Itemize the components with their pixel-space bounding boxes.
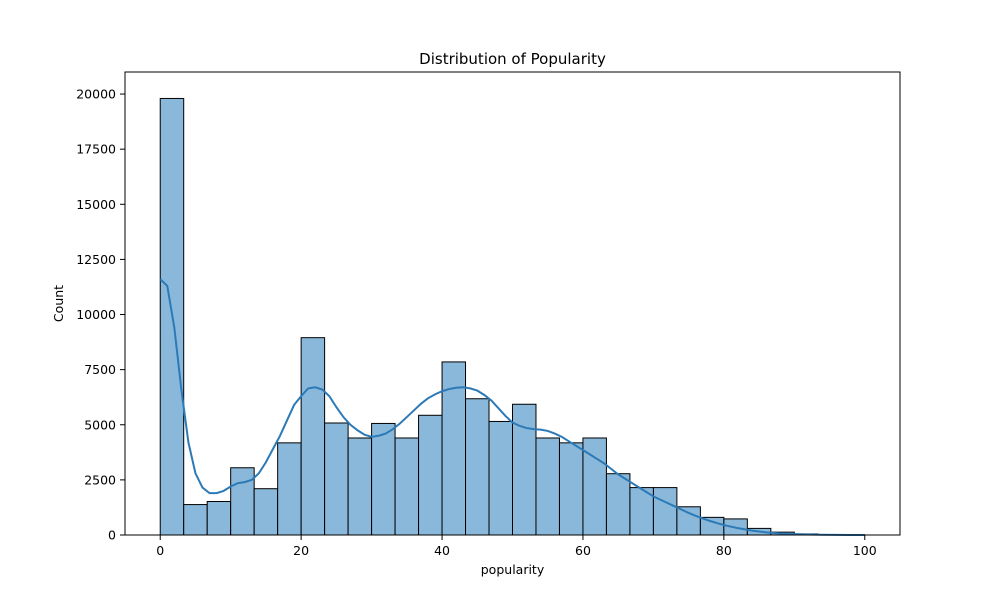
kde-line <box>159 278 865 536</box>
histogram-bar-16 <box>535 437 560 536</box>
histogram-bar-7 <box>324 422 349 536</box>
y-axis-ticks: 0 2500 5000 7500 10000 12500 15000 17500 20000 <box>76 87 125 543</box>
y-tick-label: 5000 <box>84 417 116 432</box>
y-tick-label: 10000 <box>76 307 116 322</box>
x-tick-label: 100 <box>853 543 877 558</box>
x-tick-label: 20 <box>293 543 309 558</box>
y-tick-label: 7500 <box>84 362 116 377</box>
y-tick-label: 12500 <box>76 252 116 267</box>
y-tick-label: 0 <box>108 528 116 543</box>
histogram-bar-14 <box>488 420 513 536</box>
x-tick-label: 60 <box>575 543 591 558</box>
x-tick-label: 0 <box>156 543 164 558</box>
bars-group <box>159 97 866 536</box>
y-axis-label: Count <box>51 285 66 322</box>
histogram-bar-2 <box>206 500 232 536</box>
histogram-bar-6 <box>300 337 326 536</box>
x-axis-label: popularity <box>481 562 545 577</box>
histogram-bar-10 <box>394 437 420 536</box>
histogram-bar-5 <box>277 442 302 536</box>
histogram-bar-8 <box>347 437 373 536</box>
histogram-bar-23 <box>699 516 725 536</box>
y-tick-label: 20000 <box>76 87 116 102</box>
histogram-bar-11 <box>418 414 443 536</box>
histogram-bar-4 <box>253 488 279 536</box>
histogram-bar-9 <box>371 422 396 536</box>
axes-frame <box>124 71 901 536</box>
histogram-bar-3 <box>230 467 255 536</box>
histogram-bar-19 <box>605 473 631 536</box>
histogram-bar-21 <box>652 487 678 536</box>
y-tick-label: 15000 <box>76 197 116 212</box>
x-tick-label: 40 <box>434 543 450 558</box>
histogram-bar-1 <box>183 504 208 536</box>
histogram-bar-22 <box>676 506 701 536</box>
x-axis-ticks: 0 20 40 60 80 100 <box>156 535 877 558</box>
chart-title: Distribution of Popularity <box>419 50 606 68</box>
y-tick-label: 17500 <box>76 142 116 157</box>
y-tick-label: 2500 <box>84 472 116 487</box>
x-tick-label: 80 <box>716 543 732 558</box>
histogram-bar-13 <box>465 398 490 536</box>
histogram-bar-17 <box>558 442 584 536</box>
